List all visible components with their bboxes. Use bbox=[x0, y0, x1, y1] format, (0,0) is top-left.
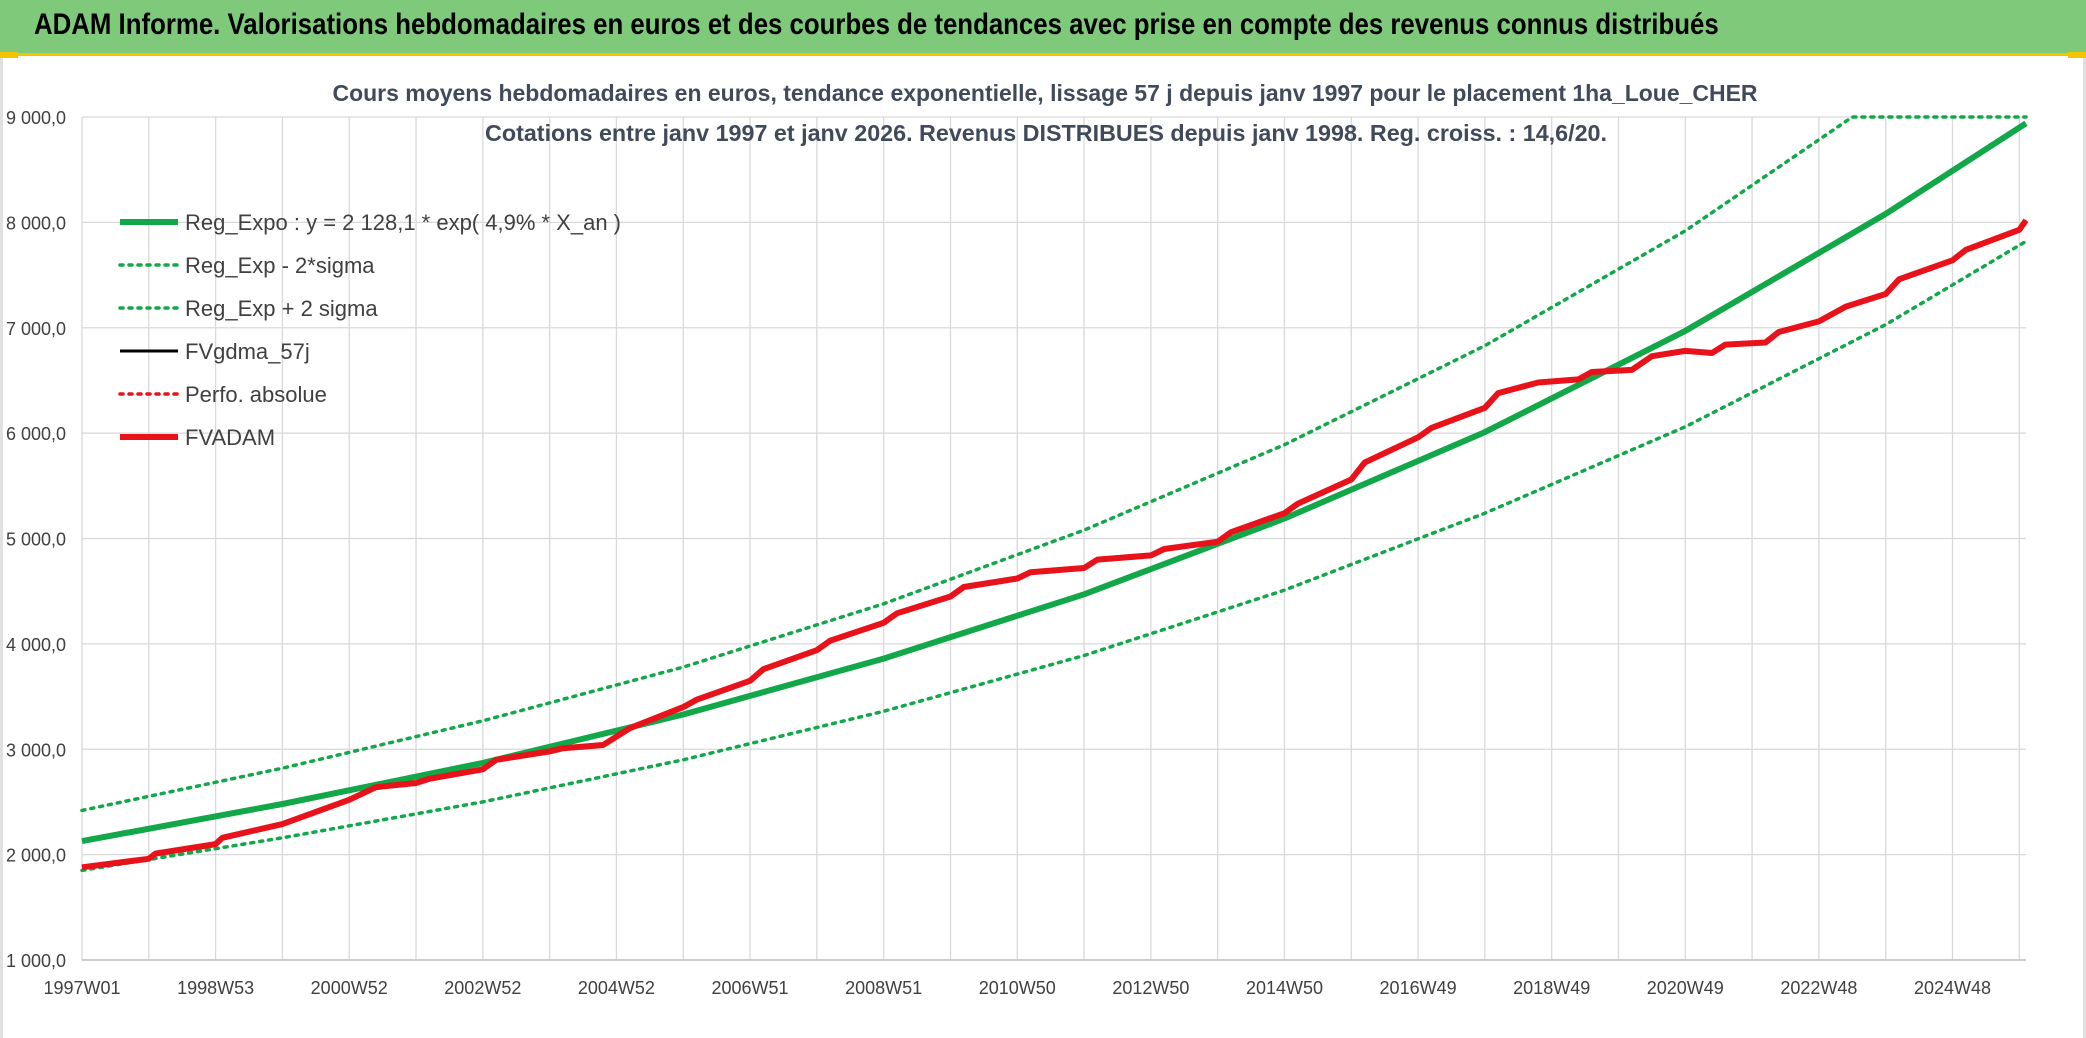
y-tick-label: 8 000,0 bbox=[6, 213, 66, 233]
legend-label: Perfo. absolue bbox=[185, 382, 327, 407]
y-tick-label: 1 000,0 bbox=[6, 951, 66, 971]
grid-lines bbox=[81, 116, 2026, 961]
x-axis: 1997W01 1998W53 2000W52 2002W52 2004W52 2006W… bbox=[43, 959, 2026, 998]
x-tick-label: 2004W52 bbox=[578, 978, 655, 998]
y-tick-label: 5 000,0 bbox=[6, 530, 66, 550]
x-tick-label: 2014W50 bbox=[1246, 978, 1323, 998]
header-banner: ADAM Informe. Valorisations hebdomadaire… bbox=[0, 0, 2086, 56]
chart-frame bbox=[0, 58, 2086, 1038]
series-reg-exp-2-sigma-line bbox=[80, 239, 2028, 873]
x-tick-label: 2002W52 bbox=[444, 978, 521, 998]
legend-label: Reg_Exp + 2 sigma bbox=[185, 296, 378, 321]
y-tick-label: 2 000,0 bbox=[6, 846, 66, 866]
x-tick-label: 2000W52 bbox=[311, 978, 388, 998]
chart-subtitle: Cotations entre janv 1997 et janv 2026. … bbox=[485, 120, 1607, 146]
series-reg-expo-y-2-128-1-exp-4-9-x-an-line bbox=[81, 120, 2028, 845]
corner-accent-left bbox=[0, 52, 18, 58]
legend-label: Reg_Exp - 2*sigma bbox=[185, 253, 375, 278]
y-tick-label: 3 000,0 bbox=[6, 740, 66, 760]
y-tick-label: 4 000,0 bbox=[6, 635, 66, 655]
corner-accent-right bbox=[2068, 52, 2086, 58]
y-tick-label: 6 000,0 bbox=[6, 424, 66, 444]
x-tick-label: 1997W01 bbox=[43, 978, 120, 998]
x-tick-label: 2016W49 bbox=[1380, 978, 1457, 998]
y-tick-label: 7 000,0 bbox=[6, 319, 66, 339]
series-lines bbox=[80, 115, 2029, 873]
legend-label: Reg_Expo : y = 2 128,1 * exp( 4,9% * X_a… bbox=[185, 210, 621, 235]
series-fvadam-line bbox=[81, 218, 2029, 871]
legend: Reg_Expo : y = 2 128,1 * exp( 4,9% * X_a… bbox=[118, 210, 621, 450]
banner-title: ADAM Informe. Valorisations hebdomadaire… bbox=[34, 8, 1719, 41]
y-axis: 1 000,0 2 000,0 3 000,0 4 000,0 5 000,0 6 000… bbox=[6, 108, 66, 971]
x-tick-label: 2010W50 bbox=[979, 978, 1056, 998]
x-tick-label: 2022W48 bbox=[1780, 978, 1857, 998]
x-tick-label: 2018W49 bbox=[1513, 978, 1590, 998]
line-chart: 1 000,0 2 000,0 3 000,0 4 000,0 5 000,0 6 000… bbox=[6, 80, 2029, 998]
y-tick-label: 9 000,0 bbox=[6, 108, 66, 128]
x-tick-label: 2008W51 bbox=[845, 978, 922, 998]
x-tick-label: 1998W53 bbox=[177, 978, 254, 998]
chart-title: Cours moyens hebdomadaires en euros, ten… bbox=[333, 80, 1758, 106]
x-tick-label: 2006W51 bbox=[712, 978, 789, 998]
series-reg-exp-2-sigma-line bbox=[80, 115, 2028, 813]
legend-label: FVgdma_57j bbox=[185, 339, 310, 364]
x-tick-label: 2024W48 bbox=[1914, 978, 1991, 998]
x-tick-label: 2020W49 bbox=[1647, 978, 1724, 998]
x-tick-label: 2012W50 bbox=[1112, 978, 1189, 998]
legend-label: FVADAM bbox=[185, 425, 275, 450]
